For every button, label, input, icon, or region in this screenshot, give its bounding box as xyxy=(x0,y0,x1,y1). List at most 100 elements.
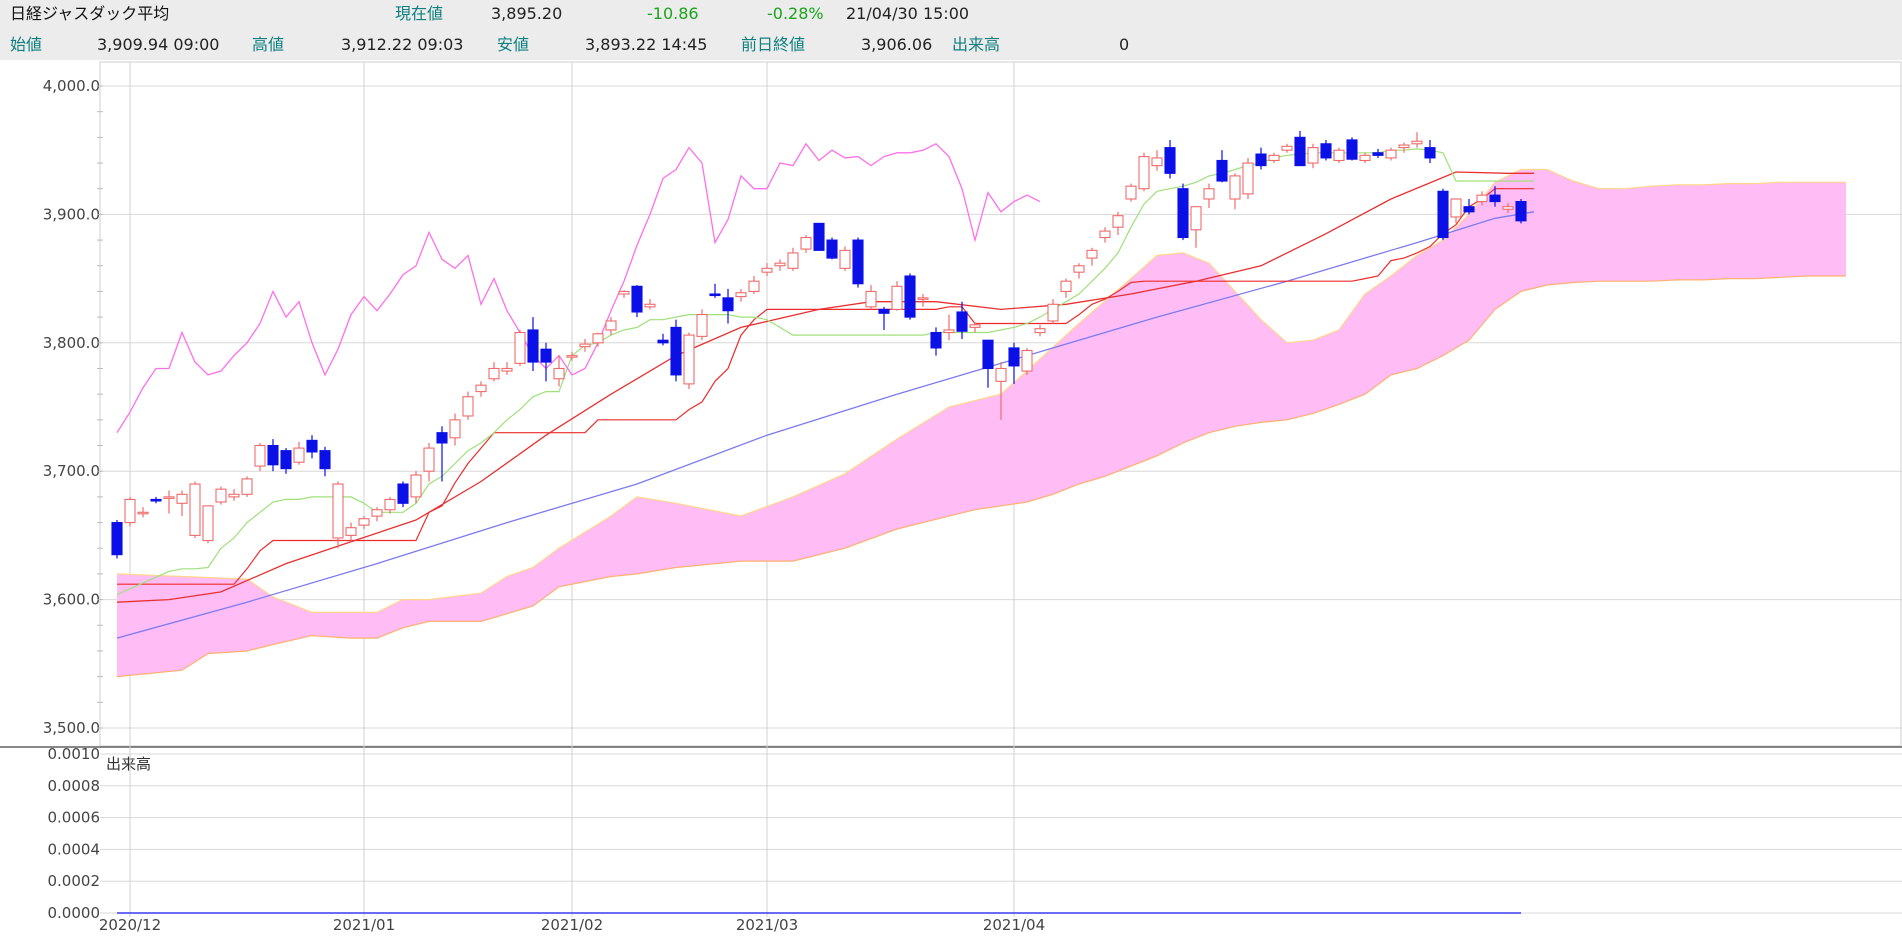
candle-body xyxy=(280,450,292,470)
candle xyxy=(566,351,578,361)
price-tick-label: 3,900.0 xyxy=(43,205,100,223)
candle xyxy=(449,413,461,446)
candle xyxy=(1372,148,1384,158)
candle xyxy=(1021,347,1033,375)
volume-tick-label: 0.0000 xyxy=(48,904,101,922)
candle-body xyxy=(1385,149,1397,159)
volume-tick-label: 0.0004 xyxy=(48,840,101,858)
candle-body xyxy=(176,493,188,504)
candle xyxy=(345,522,357,542)
candle xyxy=(761,263,773,277)
candle xyxy=(241,476,253,497)
candle-body xyxy=(384,498,396,511)
candle-body xyxy=(644,303,656,308)
candle xyxy=(228,489,240,501)
candle-body xyxy=(1177,188,1189,239)
candle xyxy=(878,306,890,330)
candle-body xyxy=(1008,347,1020,367)
candle-body xyxy=(306,439,318,453)
open-label: 始値 xyxy=(10,35,43,54)
candle-body xyxy=(1086,249,1098,259)
candle xyxy=(1307,143,1319,169)
candle-body xyxy=(137,511,149,515)
candle xyxy=(1450,198,1462,224)
candle-body xyxy=(150,498,162,502)
candle xyxy=(280,448,292,474)
candle-body xyxy=(904,275,916,318)
candle xyxy=(1125,183,1137,202)
candle xyxy=(813,222,825,251)
price-tick-label: 3,600.0 xyxy=(43,591,100,609)
candle-body xyxy=(215,488,227,503)
candle xyxy=(1411,132,1423,148)
candle xyxy=(618,290,630,298)
candle-body xyxy=(917,297,929,300)
candle-body xyxy=(501,367,513,372)
candle xyxy=(319,446,331,477)
candle xyxy=(488,362,500,382)
instrument-title: 日経ジャスダック平均 xyxy=(10,4,170,23)
candle xyxy=(1086,247,1098,266)
candle xyxy=(1476,191,1488,206)
candle-body xyxy=(774,262,786,267)
candle xyxy=(943,314,955,341)
candle-body xyxy=(449,419,461,439)
candle xyxy=(1333,147,1345,164)
candle-body xyxy=(1489,194,1501,203)
candle xyxy=(683,332,695,390)
ichimoku-cloud xyxy=(117,169,1846,677)
candle-body xyxy=(852,239,864,285)
candle-body xyxy=(1463,206,1475,213)
candle-body xyxy=(410,474,422,498)
candle xyxy=(397,481,409,508)
candle-body xyxy=(670,326,682,376)
candle-body xyxy=(1268,154,1280,162)
candle-body xyxy=(1112,215,1124,228)
candle xyxy=(436,426,448,482)
candle-body xyxy=(1242,162,1254,195)
candle-body xyxy=(930,331,942,349)
candle xyxy=(722,288,734,324)
volume-tick-label: 0.0006 xyxy=(48,809,101,827)
candle xyxy=(865,285,877,310)
candle-body xyxy=(709,293,721,297)
candle-body xyxy=(735,292,747,298)
price-tick-label: 3,800.0 xyxy=(43,334,100,352)
candle-body xyxy=(1138,156,1150,190)
price-tick-label: 3,700.0 xyxy=(43,462,100,480)
price-chart: 4,000.0 3,900.0 3,800.0 3,700.0 3,600.0 3,500… xyxy=(0,61,1902,934)
candle xyxy=(1268,152,1280,164)
candle-body xyxy=(1073,265,1085,273)
candle xyxy=(631,285,643,318)
candle-body xyxy=(462,396,474,417)
candle-body xyxy=(579,343,591,348)
candle xyxy=(1008,342,1020,384)
candle xyxy=(956,301,968,339)
candle-body xyxy=(228,493,240,498)
candle-body xyxy=(111,522,123,556)
volume-label: 出来高 xyxy=(952,35,1001,54)
candle xyxy=(1463,198,1475,215)
candle-body xyxy=(891,285,903,310)
current-price-label: 現在値 xyxy=(395,4,444,23)
candle-body xyxy=(436,432,448,444)
candle xyxy=(735,288,747,302)
ichimoku-span-a-line xyxy=(116,168,1846,614)
candle-body xyxy=(1294,136,1306,167)
candle-body xyxy=(618,290,630,295)
candle-body xyxy=(1424,147,1436,159)
ichimoku-chikou-line xyxy=(116,142,1041,434)
candle xyxy=(982,339,994,388)
candle-body xyxy=(540,348,552,363)
candle xyxy=(475,381,487,397)
candle-body xyxy=(1190,206,1202,231)
candle-body xyxy=(163,496,175,499)
candle xyxy=(644,299,656,310)
candle-body xyxy=(1047,303,1059,322)
candle-body xyxy=(631,285,643,313)
candle-body xyxy=(397,483,409,504)
candle xyxy=(423,442,435,482)
candle-body xyxy=(1151,157,1163,167)
candle-body xyxy=(1164,147,1176,174)
candle-body xyxy=(865,290,877,308)
